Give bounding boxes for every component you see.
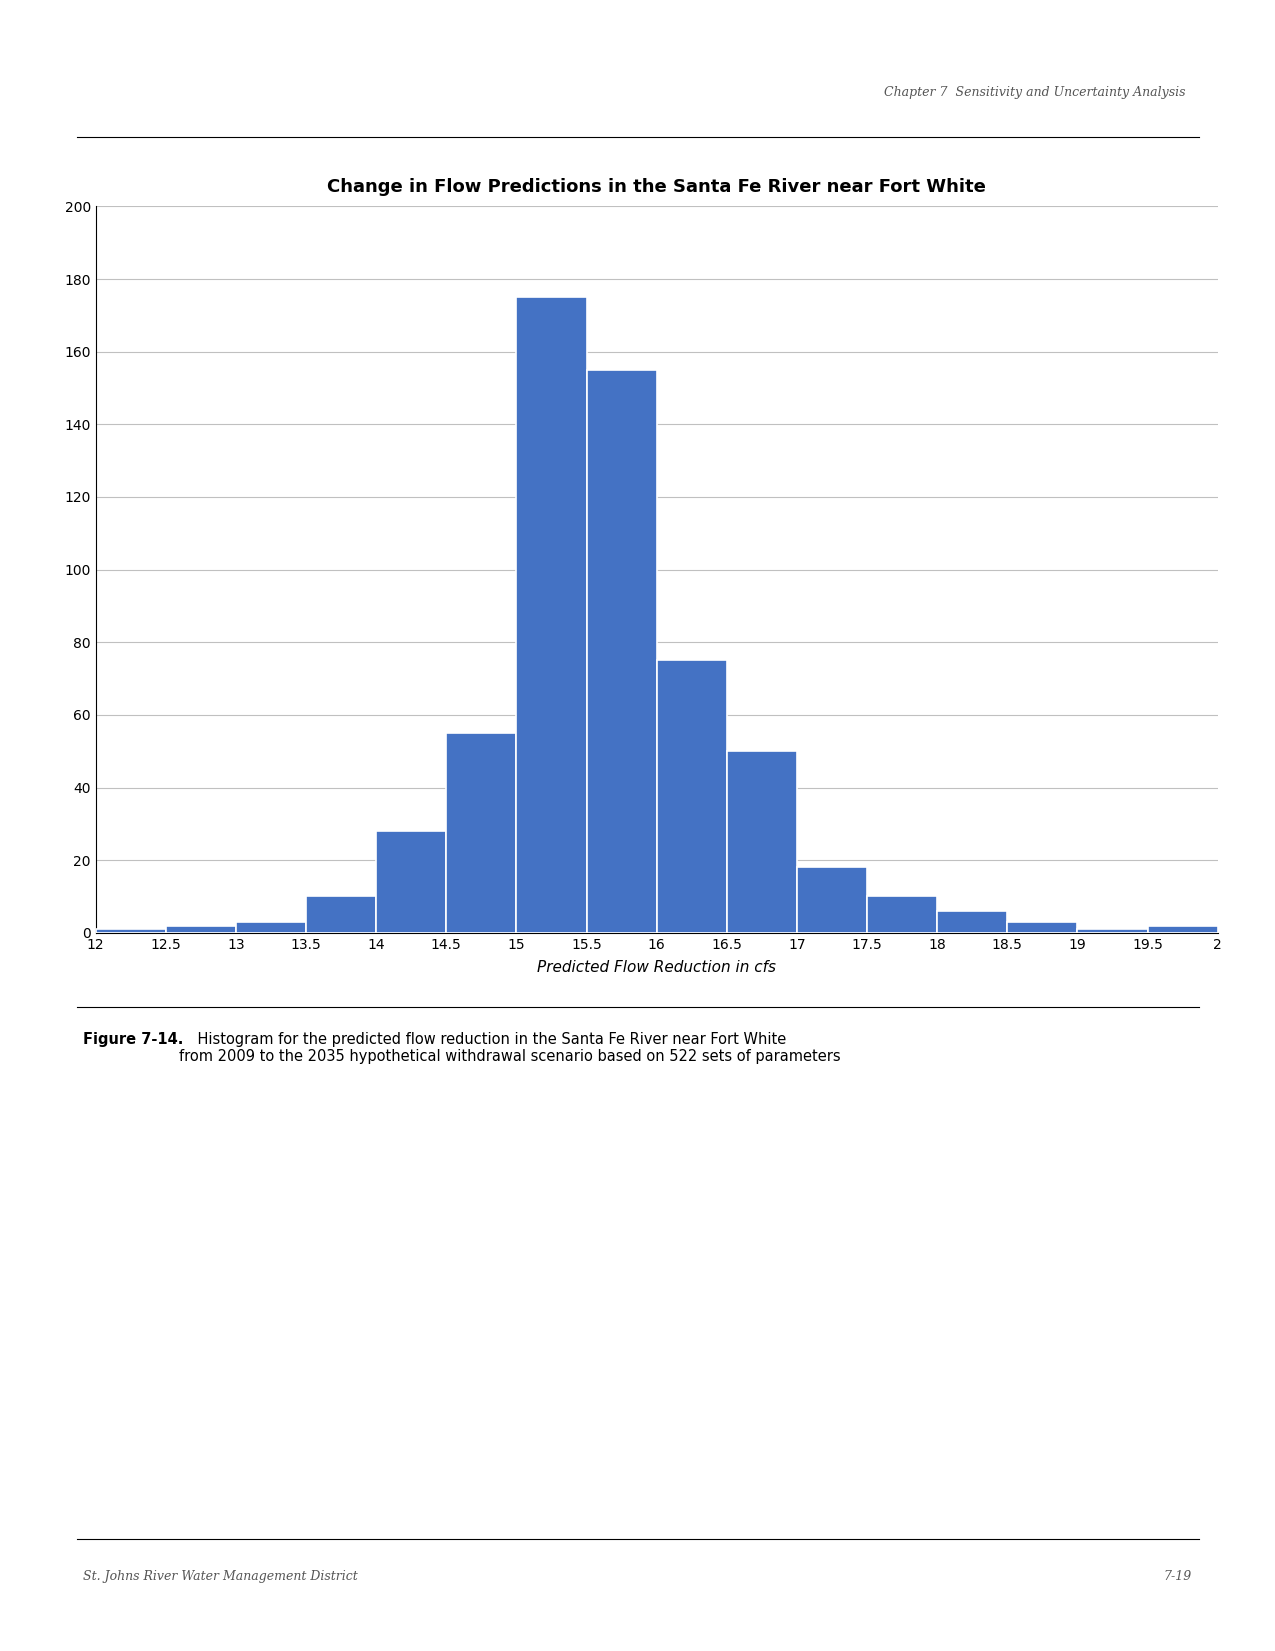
Bar	[1007, 921, 1077, 933]
Bar	[867, 896, 937, 933]
Text: Histogram for the predicted flow reduction in the Santa Fe River near Fort White: Histogram for the predicted flow reducti…	[179, 1032, 840, 1065]
Text: Chapter 7  Sensitivity and Uncertainty Analysis: Chapter 7 Sensitivity and Uncertainty An…	[885, 86, 1186, 99]
Text: St. Johns River Water Management District: St. Johns River Water Management Distric…	[83, 1570, 357, 1583]
Bar	[236, 921, 306, 933]
Bar	[657, 660, 727, 933]
Bar	[1148, 926, 1218, 933]
Bar	[797, 867, 867, 933]
Bar	[937, 911, 1007, 933]
Bar	[727, 751, 797, 933]
Text: 7-19: 7-19	[1164, 1570, 1192, 1583]
X-axis label: Predicted Flow Reduction in cfs: Predicted Flow Reduction in cfs	[537, 959, 776, 976]
Bar	[306, 896, 376, 933]
Bar	[1077, 930, 1148, 933]
Bar	[516, 297, 586, 933]
Bar	[166, 926, 236, 933]
Bar	[586, 370, 657, 933]
Title: Change in Flow Predictions in the Santa Fe River near Fort White: Change in Flow Predictions in the Santa …	[328, 178, 986, 196]
Text: Figure 7-14.: Figure 7-14.	[83, 1032, 184, 1047]
Bar	[446, 733, 516, 933]
Bar	[96, 930, 166, 933]
Bar	[376, 830, 446, 933]
